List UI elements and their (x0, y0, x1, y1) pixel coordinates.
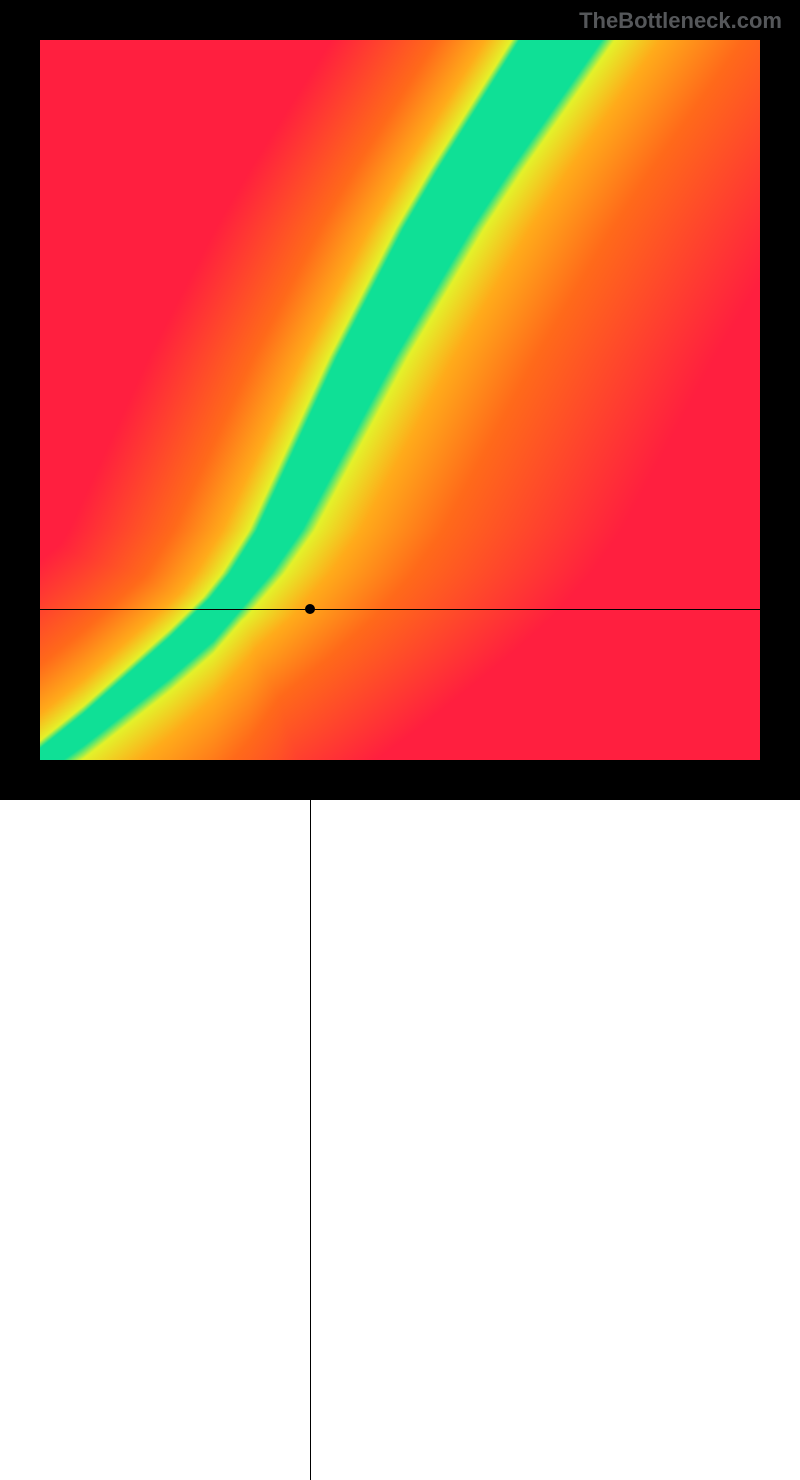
crosshair-vertical (310, 760, 311, 1480)
heatmap-plot (40, 40, 760, 760)
watermark-text: TheBottleneck.com (579, 8, 782, 34)
marker-point (305, 604, 315, 614)
crosshair-horizontal (40, 609, 760, 610)
watermark-label: TheBottleneck.com (579, 8, 782, 33)
chart-container: TheBottleneck.com (0, 0, 800, 800)
heatmap-canvas (40, 40, 760, 760)
